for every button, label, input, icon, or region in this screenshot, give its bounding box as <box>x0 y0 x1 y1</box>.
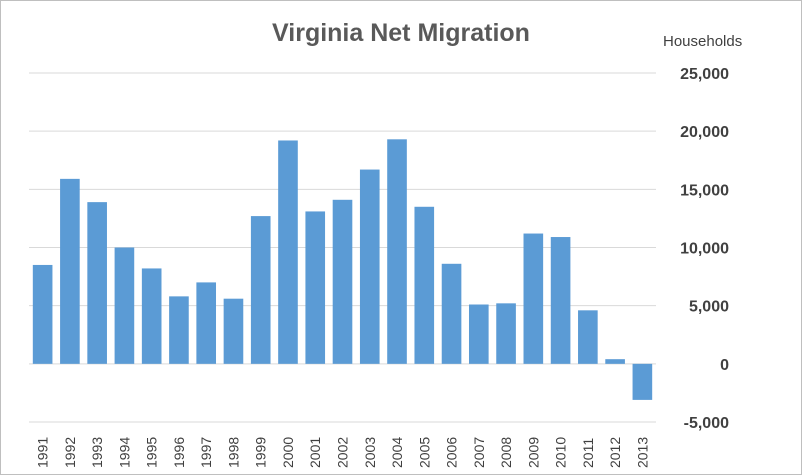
bar-1993 <box>87 202 107 364</box>
x-tick-label: 1997 <box>198 437 214 468</box>
bar-2009 <box>523 233 544 364</box>
x-tick-label: 2008 <box>498 437 514 468</box>
bar-2005 <box>414 206 435 364</box>
y-tick-label: 0 <box>720 357 729 374</box>
x-tick-label: 2002 <box>335 437 351 468</box>
bar-2011 <box>578 310 598 364</box>
bar-2006 <box>441 263 462 364</box>
y-axis-unit-label: Households <box>663 33 743 50</box>
x-tick-label: 2012 <box>607 437 623 468</box>
bar-1998 <box>223 298 244 364</box>
bar-1991 <box>32 264 53 364</box>
x-tick-label: 2000 <box>280 437 296 468</box>
y-tick-label: 10,000 <box>680 241 729 258</box>
y-tick-label: 15,000 <box>680 182 729 199</box>
bar-2010 <box>550 237 571 364</box>
x-tick-label: 1991 <box>35 437 51 468</box>
y-tick-label: 25,000 <box>680 66 729 83</box>
bars <box>32 139 653 400</box>
x-tick-label: 2005 <box>416 437 432 468</box>
x-tick-label: 1999 <box>253 437 269 468</box>
x-tick-label: 2011 <box>580 438 596 468</box>
x-tick-label: 2004 <box>389 437 405 468</box>
y-tick-label: -5,000 <box>684 415 729 432</box>
bar-2013 <box>632 363 653 400</box>
bar-1992 <box>60 178 80 364</box>
x-tick-label: 2013 <box>634 437 650 468</box>
x-tick-label: 1998 <box>225 437 241 468</box>
bar-1995 <box>141 268 162 364</box>
bar-2003 <box>359 169 380 364</box>
x-tick-label: 2001 <box>307 437 323 468</box>
chart-title: Virginia Net Migration <box>272 19 530 47</box>
x-tick-label: 1993 <box>89 437 105 468</box>
x-tick-label: 2006 <box>444 437 460 468</box>
y-tick-label: 20,000 <box>680 124 729 141</box>
bar-2012 <box>605 359 625 364</box>
x-tick-label: 2003 <box>362 437 378 468</box>
y-tick-labels: 25,000 20,000 15,000 10,000 5,000 0 -5,000 <box>680 66 729 432</box>
x-tick-label: 2007 <box>471 437 487 468</box>
bar-1999 <box>250 216 271 364</box>
bar-2000 <box>278 140 298 364</box>
x-tick-label: 1995 <box>144 437 160 468</box>
bar-2007 <box>468 304 489 364</box>
x-tick-label: 1994 <box>116 437 132 468</box>
x-tick-labels: 1991 1992 1993 1994 1995 1996 1997 1998 1999 2000… <box>35 437 651 468</box>
bar-2001 <box>305 211 326 364</box>
bar-2008 <box>496 303 516 364</box>
bar-2002 <box>332 199 353 364</box>
bar-1997 <box>196 282 217 364</box>
x-tick-label: 2009 <box>525 437 541 468</box>
bar-1994 <box>114 247 135 364</box>
x-tick-label: 2010 <box>553 437 569 468</box>
x-tick-label: 1996 <box>171 437 187 468</box>
bar-2004 <box>387 139 407 364</box>
bar-1996 <box>169 296 189 364</box>
y-tick-label: 5,000 <box>689 299 729 316</box>
x-tick-label: 1992 <box>62 437 78 468</box>
